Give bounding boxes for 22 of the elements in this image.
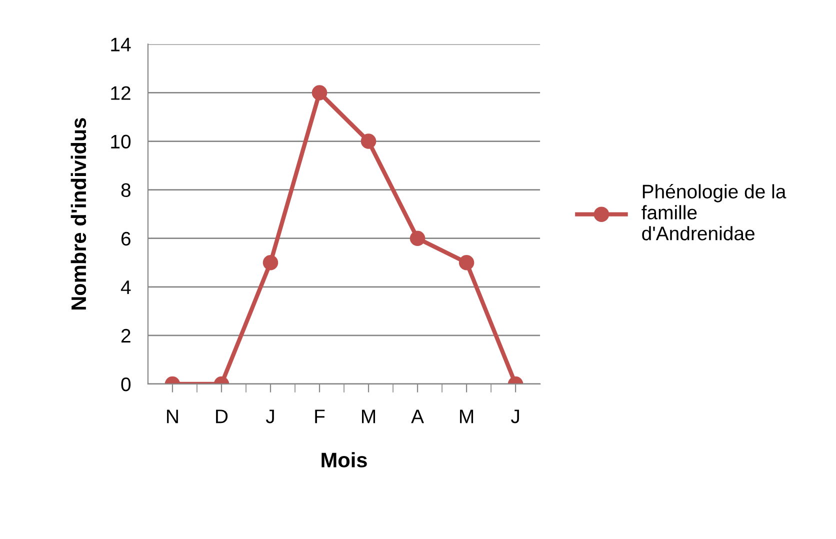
x-tick-label: M [460,410,474,424]
x-tick-label: A [411,410,424,424]
x-tick-label: D [216,410,228,424]
y-tick-label: 12 [111,86,130,100]
x-axis-title: Mois [322,452,367,468]
y-tick-label: 8 [121,183,130,198]
y-tick-label: 2 [121,328,130,342]
y-axis-title: Nombre d'individus [70,118,86,310]
y-tick-label: 14 [111,38,131,52]
x-tick-label: M [362,410,376,424]
y-tick-label: 10 [111,134,131,149]
point [312,85,328,100]
y-tick-label: 6 [121,232,130,246]
y-tick-label: 0 [121,377,131,392]
point [360,134,376,149]
x-tick-label: J [266,410,274,424]
y-tick-label: 4 [120,280,131,294]
legend-label: Phénologie de la famille d'Andrenidae [642,184,786,240]
x-tick-label: J [510,410,519,424]
x-tick-label: N [167,410,178,424]
x-tick-label: F [315,410,325,424]
point [410,230,426,246]
